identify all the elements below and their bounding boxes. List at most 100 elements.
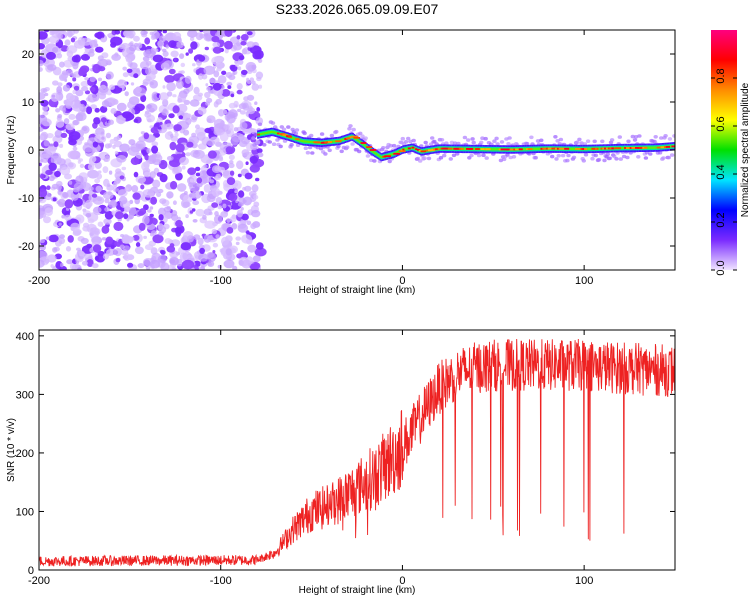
x-tick-label: -100 (210, 275, 232, 287)
spectrogram-noise-blob (72, 230, 81, 237)
spectrogram-noise-blob (167, 194, 172, 199)
spectrogram-halo-blob (582, 142, 588, 146)
spectrogram-noise-blob (192, 219, 198, 223)
colorbar-tick-label: 0.2 (715, 212, 727, 227)
spectrogram-noise-blob (91, 193, 98, 198)
spectrogram-noise-blob (70, 222, 80, 232)
spectrogram-noise-blob (239, 140, 248, 148)
spectrogram-halo-blob (596, 157, 602, 162)
spectrogram-noise-blob (236, 209, 244, 218)
spectrogram-noise-blob (224, 48, 229, 54)
spectrogram-noise-blob (97, 170, 102, 174)
spectrogram-halo-blob (524, 141, 530, 146)
spectrogram-noise-blob (162, 50, 169, 57)
spectrogram-noise-blob (84, 90, 91, 95)
spectrogram-ridge-cell (390, 153, 392, 156)
spectrogram-halo-blob (625, 155, 630, 160)
spectrogram-ridge-peak (671, 145, 675, 148)
spectrogram-noise-blob (129, 44, 137, 52)
spectrogram-noise-blob (246, 220, 252, 226)
spectrogram-noise-blob (199, 247, 206, 254)
spectrogram-halo-blob (566, 153, 571, 158)
spectrogram-ridge-cell (534, 147, 536, 150)
spectrogram-halo-blob (255, 140, 260, 145)
spectrogram-noise-blob (130, 157, 140, 166)
spectrogram-noise-blob (126, 68, 133, 74)
spectrogram-ridge-peak (351, 135, 358, 138)
spectrogram-noise-blob (95, 185, 103, 193)
spectrogram-ridge-cell (371, 150, 373, 153)
spectrogram-noise-blob (75, 175, 84, 184)
spectrogram-ridge-cell (536, 147, 539, 150)
spectrogram-halo-blob (452, 141, 458, 145)
spectrogram-noise-blob (43, 140, 50, 147)
spectrogram-ridge-cell (304, 140, 306, 143)
spectrogram-halo-blob (323, 152, 328, 156)
spectrogram-ridge-cell (307, 140, 310, 143)
spectrogram-halo-blob (476, 153, 482, 158)
spectrogram-noise-blob (129, 62, 138, 70)
spectrogram-halo-blob (281, 127, 287, 132)
spectrogram-ridge-cell (539, 147, 541, 150)
spectrogram-halo-blob (319, 132, 325, 136)
x-tick-label: 100 (575, 575, 593, 587)
spectrogram-noise-blob (105, 71, 114, 80)
spectrogram-noise-blob (195, 166, 201, 172)
spectrogram-noise-blob (105, 132, 112, 139)
spectrogram-halo-blob (466, 138, 471, 142)
y-tick-label: 20 (22, 49, 34, 61)
spectrogram-noise-blob (215, 234, 220, 239)
spectrogram-noise-blob (140, 184, 145, 190)
spectrogram-noise-blob (75, 112, 87, 122)
spectrogram-ridge-cell (333, 140, 335, 143)
spectrogram-halo-blob (422, 156, 427, 160)
spectrogram-halo-blob (669, 153, 675, 157)
spectrogram-noise-blob (247, 263, 251, 267)
spectrogram-noise-blob (159, 198, 167, 205)
spectrogram-noise-blob (95, 46, 104, 53)
spectrogram-ridge-cell (620, 147, 623, 150)
spectrogram-noise-blob (85, 213, 92, 218)
spectrogram-halo-blob (637, 134, 642, 138)
spectrogram-noise-blob (143, 49, 156, 58)
colorbar: 0.0 0.2 0.4 0.6 0.8 Normalized spectral ampl… (711, 30, 750, 276)
spectrogram-halo-blob (334, 129, 339, 134)
spectrogram-noise-blob (172, 94, 177, 98)
spectrogram-noise-blob (241, 48, 248, 55)
spectrogram-noise-blob (104, 207, 110, 212)
spectrogram-ridge-peak (335, 140, 342, 143)
spectrogram-noise-blob (65, 123, 75, 131)
spectrogram-ridge-cell (355, 137, 357, 141)
spectrogram-ridge-cell (589, 147, 591, 150)
spectrogram-noise-blob (254, 247, 267, 257)
spectrogram-noise-blob (114, 150, 119, 155)
spectrogram-noise-blob (99, 105, 108, 113)
spectrogram-halo-blob (387, 159, 392, 164)
spectrogram-noise-blob (151, 145, 159, 154)
spectrogram-noise-blob (163, 206, 172, 213)
spectrogram-noise-blob (106, 249, 114, 257)
spectrogram-ridge-cell (357, 139, 359, 142)
spectrogram-ridge-cell (291, 136, 293, 139)
spectrogram-noise-blob (149, 64, 157, 72)
spectrogram-noise-blob (211, 187, 220, 197)
spectrogram-noise-blob (198, 73, 204, 80)
spectrogram-noise-blob (86, 243, 93, 249)
spectrogram-halo-blob (592, 139, 597, 144)
spectrogram-noise-blob (114, 30, 121, 35)
y-tick-label: 300 (16, 389, 34, 401)
spectrogram-ridge-cell (648, 146, 651, 149)
spectrogram-ridge-cell (464, 147, 466, 150)
spectrogram-noise-blob (125, 58, 132, 63)
spectrogram-halo-blob (633, 135, 639, 139)
spectrogram-noise-blob (254, 49, 264, 60)
spectrogram-noise-blob (40, 99, 49, 107)
spectrogram-noise-blob (134, 103, 145, 112)
spectrogram-noise-blob (151, 141, 159, 147)
spectrogram-noise-blob (238, 103, 247, 110)
spectrogram-noise-blob (95, 253, 106, 263)
spectrogram-noise-blob (178, 115, 184, 120)
spectrogram-noise-blob (104, 155, 111, 162)
spectrogram-ridge-cell (379, 155, 381, 158)
spectrogram-noise-blob (92, 196, 105, 205)
